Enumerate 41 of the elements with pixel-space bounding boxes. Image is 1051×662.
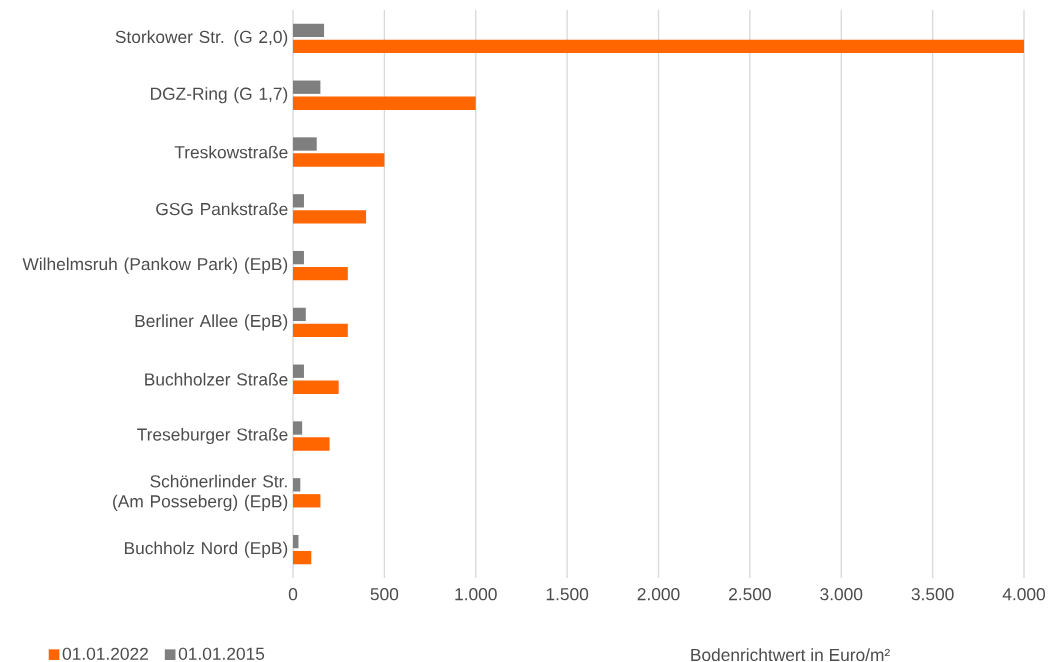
bar: [293, 250, 304, 265]
x-tick-label: 1.500: [546, 588, 589, 601]
bar: [293, 421, 303, 435]
legend-label: 01.01.2015: [178, 647, 265, 660]
y-tick-label: Buchholz Nord (EpB): [124, 541, 288, 558]
legend-label: 01.01.2022: [62, 647, 148, 660]
bar: [293, 210, 367, 224]
x-tick-label: 3.500: [911, 588, 954, 601]
bar: [293, 437, 330, 451]
y-tick-label: Berliner Allee (EpB): [135, 314, 288, 331]
x-tick-label: 2.500: [729, 588, 771, 601]
bar: [293, 153, 385, 167]
y-tick-label: Wilhelmsruh (Pankow Park) (EpB): [22, 257, 288, 274]
bar: [293, 23, 325, 38]
y-tick-label: Treseburger Straße: [137, 427, 288, 445]
x-tick-label: 4.000: [1002, 588, 1046, 601]
bar: [293, 137, 317, 151]
y-tick-label: Schönerlinder Str. (Am Posseberg) (EpB): [113, 474, 288, 511]
bar: [293, 478, 301, 492]
y-tick-label: DGZ-Ring (G 1,7): [151, 87, 288, 104]
x-tick-label: 3.000: [820, 588, 863, 601]
y-tick-label: GSG Pankstraße: [156, 202, 288, 216]
y-tick-label: Buchholzer Straße: [145, 372, 288, 386]
y-tick-label: Treskowstraße: [174, 145, 288, 159]
bar: [293, 380, 339, 394]
x-tick-label: 500: [370, 588, 399, 601]
x-tick-label: 0: [288, 588, 298, 601]
bar: [293, 96, 476, 110]
bar: [293, 364, 304, 378]
x-tick-label: 1.000: [455, 588, 497, 601]
bar: [293, 494, 321, 508]
bar: [293, 39, 1024, 54]
y-tick-label: Storkower Str. (G 2,0): [115, 30, 288, 47]
bar: [293, 80, 321, 94]
x-tick-label: 2.000: [637, 588, 680, 601]
bar: [293, 550, 312, 565]
bar: [293, 323, 348, 338]
bar: [293, 307, 306, 322]
bar: [293, 194, 304, 208]
x-axis-title: Bodenrichtwert in Euro/m²: [691, 648, 890, 662]
bar: [293, 266, 348, 281]
